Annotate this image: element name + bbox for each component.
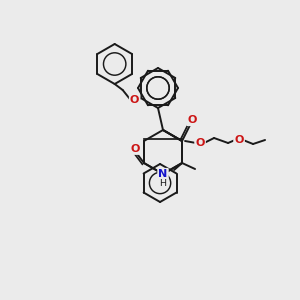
- Text: H: H: [160, 178, 167, 188]
- Text: O: O: [130, 95, 140, 105]
- Text: O: O: [188, 115, 197, 125]
- Text: O: O: [234, 135, 244, 145]
- Text: O: O: [131, 144, 140, 154]
- Text: N: N: [158, 169, 168, 179]
- Text: O: O: [195, 138, 205, 148]
